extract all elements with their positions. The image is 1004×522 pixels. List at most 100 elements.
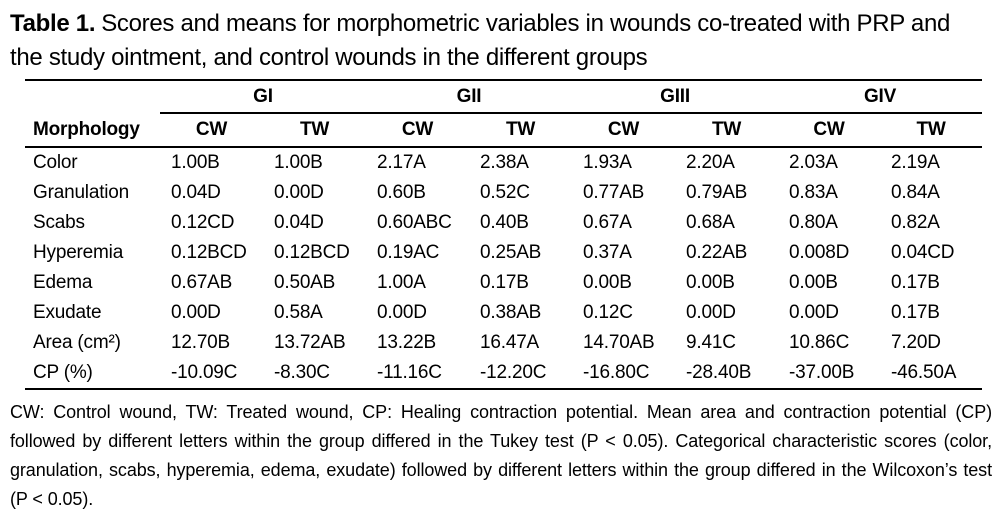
column-header-morphology: Morphology [25,113,160,148]
table-cell: -8.30C [263,358,367,390]
column-header-cw: CW [572,113,676,148]
column-header-tw: TW [880,113,983,148]
table-cell: -37.00B [778,358,881,390]
row-label: Exudate [33,302,102,323]
table-cell: 0.008D [789,242,850,263]
table-cell: 1.93A [583,152,632,173]
column-group-giv: GIV [778,80,983,114]
table-cell: 0.12C [583,302,633,323]
table-cell: 0.50AB [274,272,336,293]
table-cell: 13.22B [377,332,437,353]
table-cell: 1.00B [171,152,220,173]
table-row-hyperemia: Hyperemia 0.12BCD 0.12BCD 0.19AC 0.25AB … [25,238,982,268]
column-header-cw: CW [778,113,881,148]
table-cell: 0.40B [480,212,529,233]
table-cell: 0.00D [171,302,221,323]
table-row-color: Color 1.00B 1.00B 2.17A 2.38A 1.93A 2.20… [25,147,982,178]
table-cell: 1.00B [274,152,323,173]
table-cell: 0.77AB [583,182,645,203]
table-cell: 0.19AC [377,242,440,263]
table-cell: 9.41C [686,332,736,353]
table-cell: 0.37A [583,242,632,263]
table-cell: 0.17B [480,272,529,293]
table-cell: 2.03A [789,152,838,173]
table-cell: 2.17A [377,152,426,173]
table-cell: 0.12CD [171,212,235,233]
table-cell: 0.00B [583,272,632,293]
column-header-tw: TW [675,113,779,148]
row-label: Color [33,152,78,173]
table-cell: 0.67AB [171,272,233,293]
table-cell: -11.16C [366,358,470,390]
table-cell: 0.60ABC [377,212,452,233]
table-row-scabs: Scabs 0.12CD 0.04D 0.60ABC 0.40B 0.67A 0… [25,208,982,238]
morphometric-table: GI GII GIII GIV Morphology CW TW CW TW C… [25,79,983,390]
table-cell: 0.00D [377,302,427,323]
table-cell: 2.19A [891,152,940,173]
table-cell: 10.86C [789,332,850,353]
table-cell: 0.17B [891,272,940,293]
table-cell: 0.00D [686,302,736,323]
row-label: Granulation [33,182,130,203]
group-header-spacer [25,80,160,113]
column-group-giii: GIII [572,80,779,114]
table-cell: 0.84A [891,182,940,203]
column-header-tw: TW [469,113,573,148]
row-label: Edema [33,272,93,293]
table-cell: 0.00D [274,182,324,203]
table-cell: 0.38AB [480,302,542,323]
table-cell: 0.00D [789,302,839,323]
column-header-cw: CW [160,113,263,148]
table-cell: 0.58A [274,302,323,323]
column-header-cw: CW [366,113,470,148]
table-cell: -28.40B [675,358,779,390]
table-cell: 0.83A [789,182,838,203]
table-row-area: Area (cm²) 12.70B 13.72AB 13.22B 16.47A … [25,328,982,358]
group-header-row: GI GII GIII GIV [25,80,983,114]
table-cell: 7.20D [891,332,941,353]
table-title: Table 1. Scores and means for morphometri… [0,0,1004,75]
table-cell: 12.70B [171,332,231,353]
table-cell: 1.00A [377,272,426,293]
table-cell: -12.20C [469,358,573,390]
table-cell: 0.22AB [686,242,748,263]
table-cell: 2.38A [480,152,529,173]
table-cell: 0.17B [891,302,940,323]
table-cell: -10.09C [160,358,263,390]
row-label: Area (cm²) [33,332,121,353]
table-cell: 0.12BCD [274,242,350,263]
column-header-tw: TW [263,113,367,148]
table-cell: 0.12BCD [171,242,247,263]
table-row-exudate: Exudate 0.00D 0.58A 0.00D 0.38AB 0.12C 0… [25,298,982,328]
table-cell: 16.47A [480,332,540,353]
table-cell: 0.00B [789,272,838,293]
column-group-gii: GII [366,80,573,114]
table-cell: 0.00B [686,272,735,293]
table-cell: 0.04D [274,212,324,233]
table-cell: 0.82A [891,212,940,233]
table-cell: 0.04D [171,182,221,203]
table-cell: 0.04CD [891,242,955,263]
table-row-granulation: Granulation 0.04D 0.00D 0.60B 0.52C 0.77… [25,178,982,208]
table-cell: 0.67A [583,212,632,233]
table-cell: 14.70AB [583,332,655,353]
table-cell: 0.68A [686,212,735,233]
table-cell: 0.60B [377,182,426,203]
table-cell: 0.80A [789,212,838,233]
row-label: Hyperemia [33,242,124,263]
column-group-gi: GI [160,80,367,114]
table-row-cp: CP (%) -10.09C -8.30C -11.16C -12.20C -1… [25,358,983,390]
table-cell: -46.50A [880,358,983,390]
row-label: Scabs [33,212,85,233]
table-cell: 0.52C [480,182,530,203]
table-cell: 0.79AB [686,182,748,203]
table-footnote: CW: Control wound, TW: Treated wound, CP… [10,402,992,509]
table-cell: -16.80C [572,358,676,390]
row-label: CP (%) [25,358,160,390]
table-cell: 2.20A [686,152,735,173]
table-cell: 0.25AB [480,242,542,263]
subheader-row: Morphology CW TW CW TW CW TW CW TW [25,113,983,148]
table-title-label: Table 1. [10,10,96,37]
table-cell: 13.72AB [274,332,346,353]
